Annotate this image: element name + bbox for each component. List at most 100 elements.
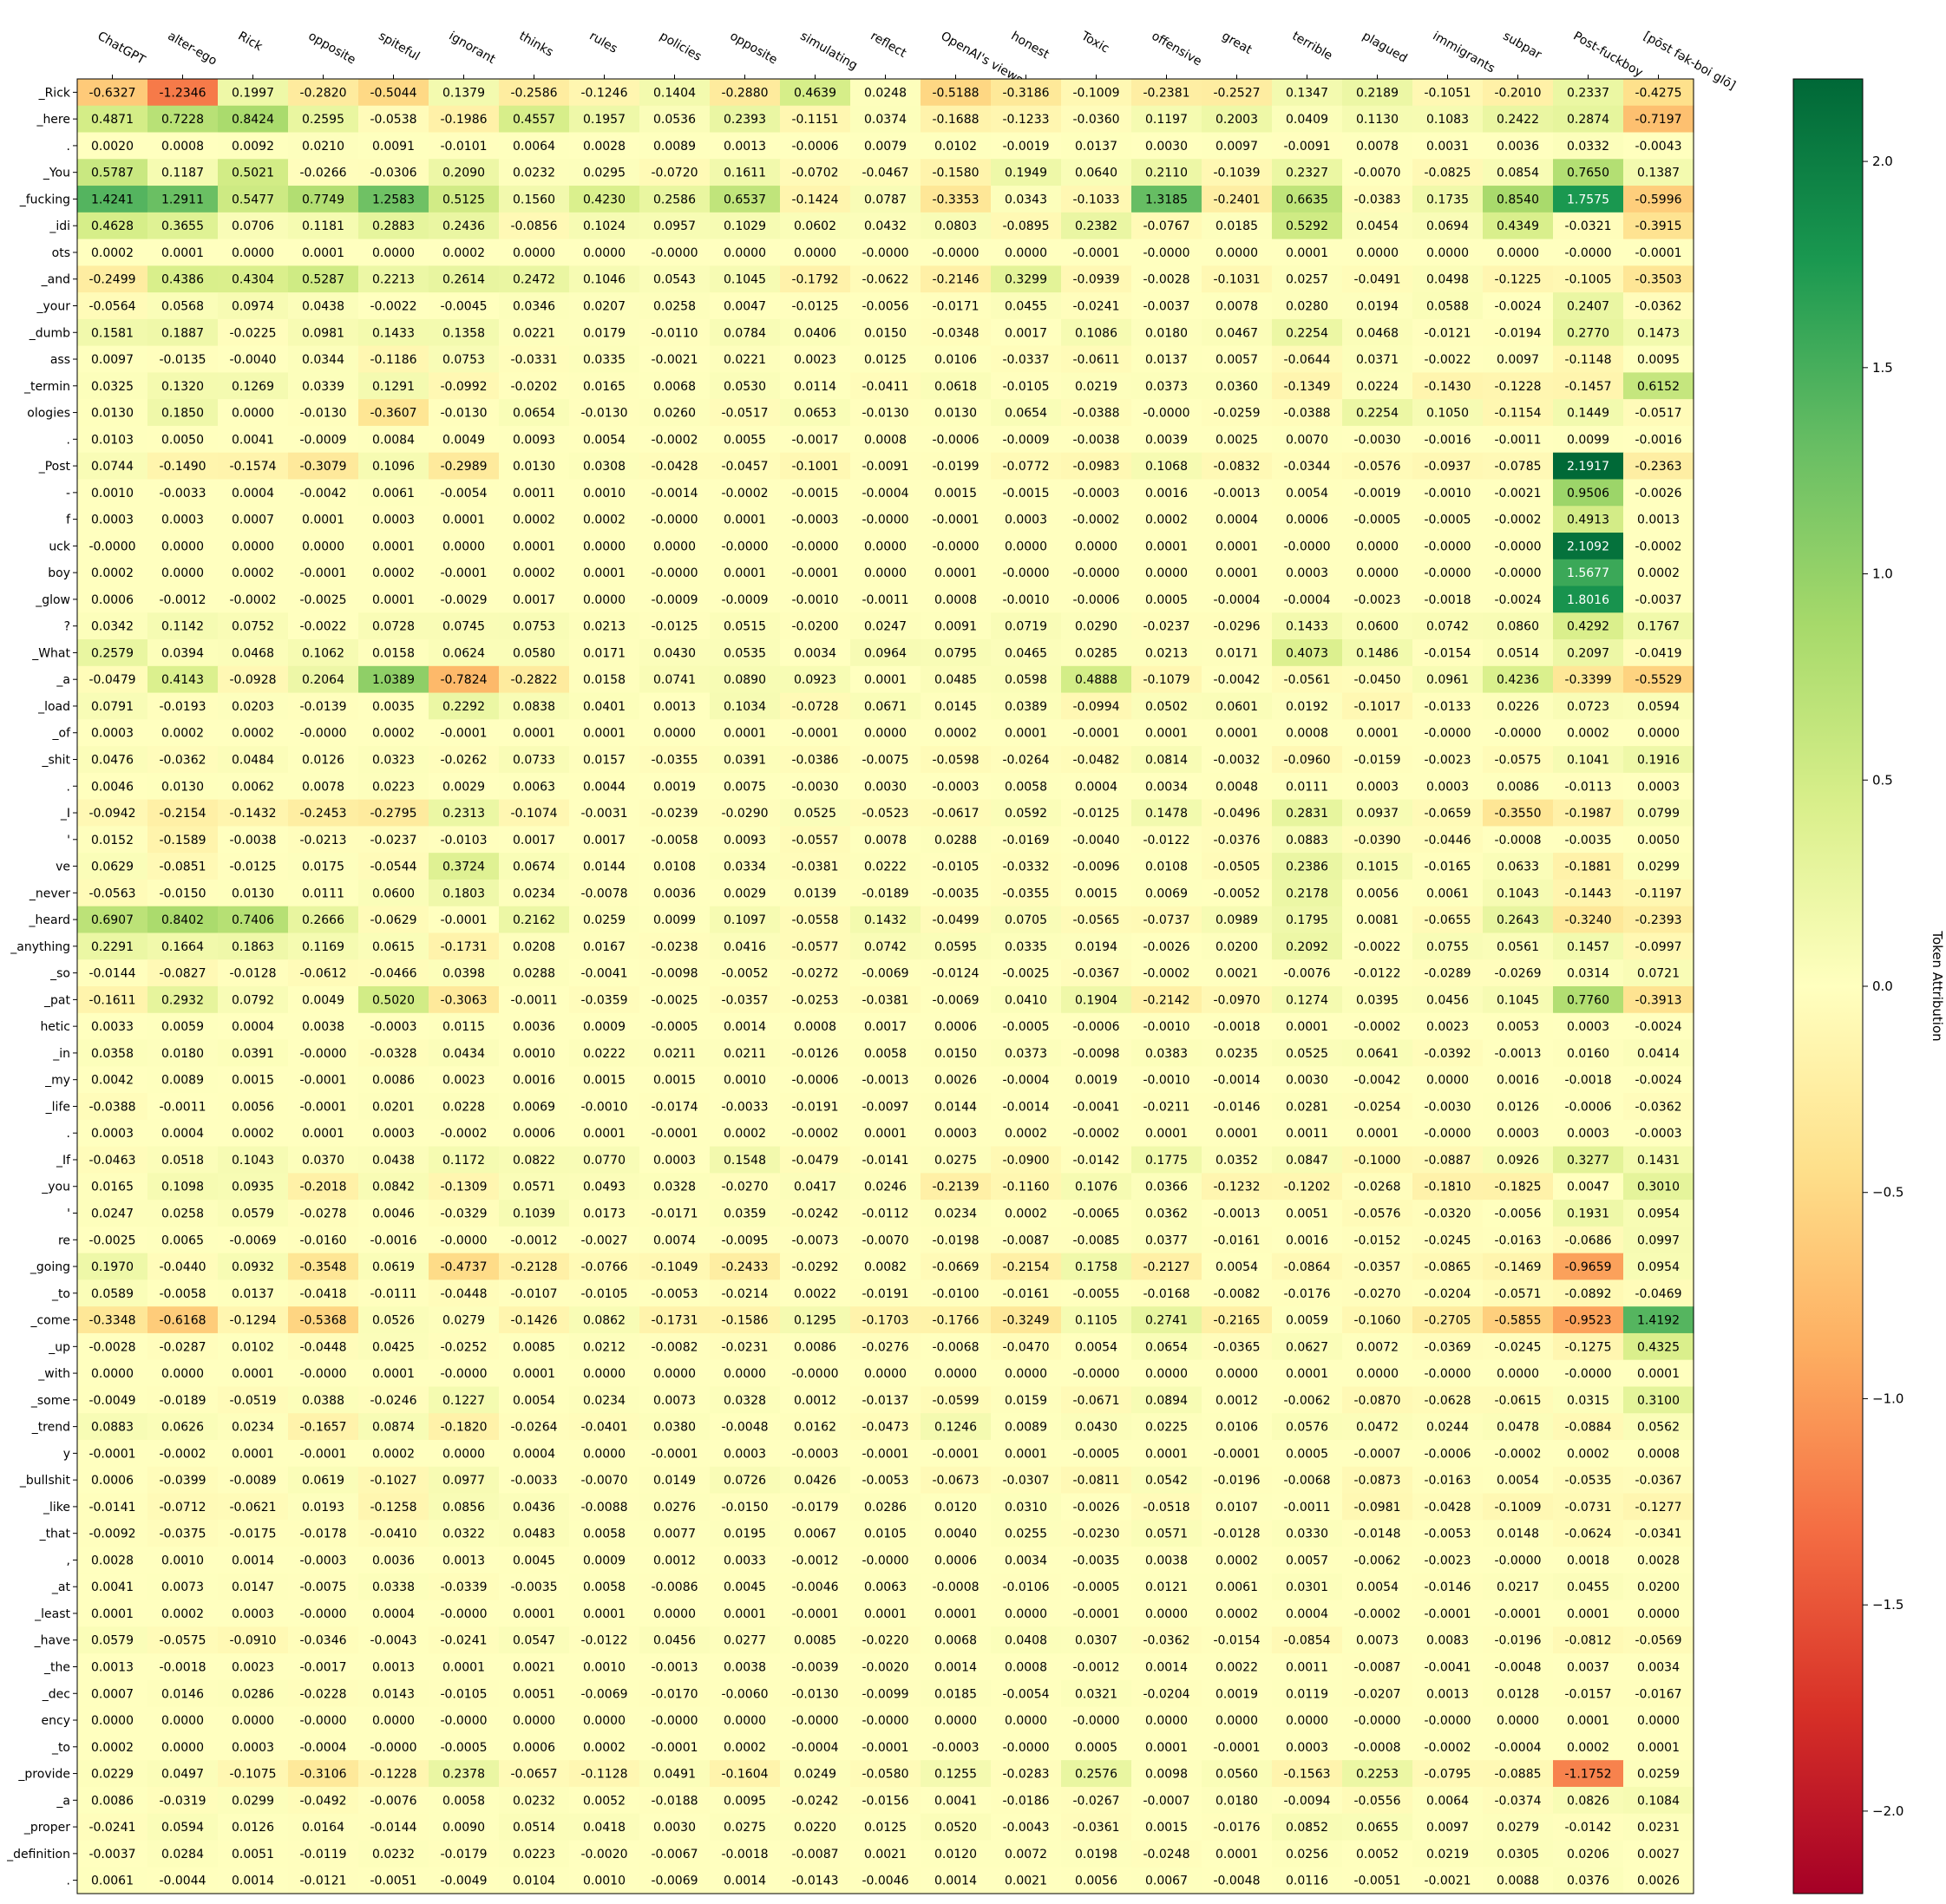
cell-value-label: -0.0058: [651, 834, 698, 847]
cell-value-label: 0.1560: [513, 193, 555, 206]
cell-value-label: -0.0035: [932, 887, 979, 900]
cell-value-label: 0.0059: [1286, 1314, 1328, 1328]
heatmap-cell: [1131, 212, 1202, 240]
cell-value-label: 0.0000: [934, 1714, 977, 1728]
cell-value-label: 0.0954: [1637, 1207, 1680, 1221]
cell-value-label: -0.0000: [862, 1714, 908, 1728]
cell-value-label: 0.0358: [91, 1047, 134, 1061]
cell-value-label: 0.0417: [794, 1181, 836, 1194]
cell-value-label: 0.0003: [372, 514, 415, 527]
cell-value-label: -0.0032: [1213, 754, 1260, 768]
cell-value-label: -0.0644: [1283, 353, 1330, 367]
cell-value-label: 0.1291: [372, 380, 415, 394]
row-label: _come: [29, 1314, 70, 1328]
cell-value-label: 0.1046: [583, 273, 626, 287]
cell-value-label: 0.0058: [864, 1047, 907, 1061]
cell-value-label: -0.0054: [1002, 1687, 1049, 1701]
cell-value-label: 0.0086: [372, 1074, 415, 1088]
cell-value-label: -0.0000: [1494, 727, 1541, 741]
cell-value-label: 0.0068: [653, 380, 696, 394]
cell-value-label: -0.1766: [932, 1314, 979, 1328]
cell-value-label: -0.0000: [1494, 566, 1541, 580]
cell-value-label: 0.0280: [1286, 300, 1328, 314]
cell-value-label: 0.0000: [583, 1714, 626, 1728]
heatmap-cell: [218, 159, 289, 186]
colorbar-tick-label: 0.5: [1872, 772, 1893, 788]
cell-value-label: -0.0359: [580, 993, 627, 1007]
cell-value-label: -0.0105: [932, 860, 979, 874]
heatmap-cell: [1623, 79, 1694, 107]
heatmap-cell: [569, 239, 640, 266]
cell-value-label: 0.0033: [724, 1554, 766, 1567]
cell-value-label: 0.5020: [372, 993, 415, 1007]
cell-value-label: 0.0894: [1145, 1394, 1188, 1408]
cell-value-label: 1.4192: [1637, 1314, 1680, 1328]
cell-value-label: -0.0000: [651, 246, 698, 260]
heatmap-cell: [1131, 159, 1202, 186]
cell-value-label: -0.0390: [1353, 834, 1400, 847]
heatmap-cell: [429, 132, 500, 160]
cell-value-label: 0.0026: [934, 1074, 977, 1088]
cell-value-label: -0.0049: [440, 1875, 487, 1888]
cell-value-label: -0.0000: [1002, 566, 1049, 580]
row-label: _have: [34, 1634, 70, 1648]
cell-value-label: -0.0611: [1072, 353, 1119, 367]
cell-value-label: -0.0194: [1494, 326, 1541, 340]
cell-value-label: 0.0434: [442, 1047, 485, 1061]
heatmap-cell: [218, 292, 289, 320]
cell-value-label: 0.0058: [1005, 780, 1047, 794]
cell-value-label: -0.1443: [1564, 887, 1611, 900]
cell-value-label: 0.3100: [1637, 1394, 1680, 1408]
cell-value-label: -0.0001: [1494, 1607, 1541, 1621]
cell-value-label: 0.0721: [1637, 967, 1680, 981]
cell-value-label: -0.0000: [299, 1367, 346, 1381]
cell-value-label: 0.0275: [724, 1821, 766, 1835]
cell-value-label: -0.0446: [1424, 834, 1471, 847]
cell-value-label: -0.1197: [1635, 887, 1681, 900]
cell-value-label: 0.5292: [1286, 219, 1328, 233]
cell-value-label: 0.0061: [1215, 1580, 1258, 1594]
cell-value-label: 0.0615: [372, 940, 415, 954]
cell-value-label: -0.0003: [299, 1554, 346, 1567]
cell-value-label: 0.1473: [1637, 326, 1680, 340]
cell-value-label: -0.0020: [862, 1661, 908, 1675]
row-label: _to: [51, 1287, 70, 1301]
cell-value-label: -0.0069: [580, 1687, 627, 1701]
cell-value-label: -0.0942: [88, 807, 135, 821]
cell-value-label: 0.0089: [653, 140, 696, 154]
cell-value-label: 0.0078: [1215, 300, 1258, 314]
cell-value-label: 0.0001: [724, 566, 766, 580]
cell-value-label: -0.0076: [1283, 967, 1330, 981]
cell-value-label: 0.0589: [91, 1287, 134, 1301]
cell-value-label: 0.0001: [1356, 1127, 1399, 1141]
cell-value-label: -0.1881: [1564, 860, 1611, 874]
row-label: _here: [36, 113, 70, 127]
cell-value-label: -0.0041: [580, 967, 627, 981]
cell-value-label: -0.0098: [1072, 1047, 1119, 1061]
cell-value-label: -0.0213: [299, 834, 346, 847]
cell-value-label: 0.0001: [1145, 1447, 1188, 1461]
cell-value-label: 0.0029: [442, 780, 485, 794]
cell-value-label: 0.0000: [583, 246, 626, 260]
cell-value-label: 0.0383: [1145, 1047, 1188, 1061]
row-label: .: [67, 1127, 70, 1141]
cell-value-label: -0.5044: [370, 86, 416, 100]
cell-value-label: 0.1295: [794, 1314, 836, 1328]
cell-value-label: 0.1187: [161, 167, 204, 180]
cell-value-label: -0.0176: [1213, 1821, 1260, 1835]
row-label: -: [66, 487, 70, 501]
colorbar-ticks: −2.0−1.5−1.0−0.50.00.51.01.52.0: [1863, 154, 1903, 1819]
heatmap-cell: [1553, 159, 1624, 186]
heatmap-cell: [1061, 79, 1132, 107]
heatmap-cell: [921, 105, 992, 134]
cell-value-label: 0.0046: [372, 1207, 415, 1221]
cell-value-label: -0.0003: [1635, 1127, 1681, 1141]
heatmap-cell: [639, 79, 711, 107]
cell-value-label: -0.0887: [1424, 1154, 1471, 1168]
cell-value-label: -0.0146: [1424, 1580, 1471, 1594]
cell-value-label: 0.0001: [91, 1607, 134, 1621]
cell-value-label: 0.0139: [794, 887, 836, 900]
cell-value-label: -0.0457: [721, 460, 768, 474]
cell-value-label: 1.2583: [372, 193, 415, 206]
cell-value-label: 0.0004: [232, 487, 274, 501]
